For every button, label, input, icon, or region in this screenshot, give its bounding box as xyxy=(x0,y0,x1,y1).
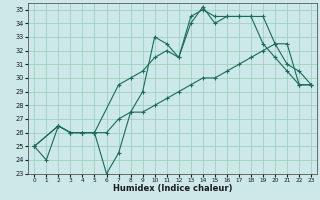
X-axis label: Humidex (Indice chaleur): Humidex (Indice chaleur) xyxy=(113,184,233,193)
